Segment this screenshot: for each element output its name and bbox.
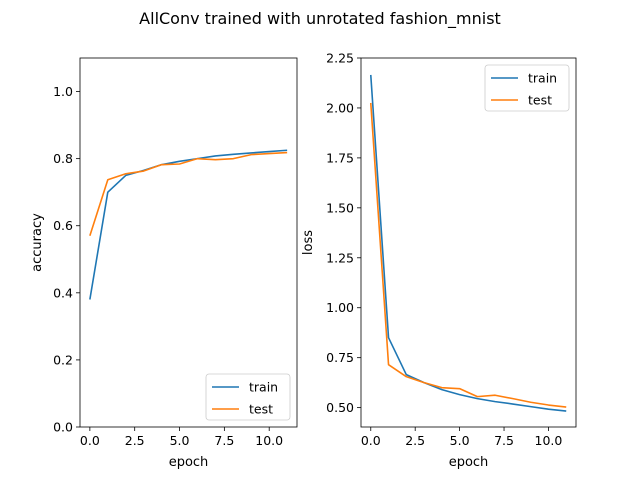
y-tick-label: 0.0 [53, 420, 73, 435]
axes-frame [360, 57, 577, 428]
y-tick-label: 1.0 [53, 84, 73, 99]
y-tick-label: 0.6 [53, 218, 73, 233]
x-tick-label: 0.0 [80, 433, 100, 448]
y-axis-label: accuracy [30, 213, 45, 272]
y-tick-label: 1.25 [326, 250, 354, 265]
series-line-test [89, 151, 288, 237]
x-tick-label: 7.5 [494, 433, 514, 448]
y-tick-label: 1.00 [326, 300, 354, 315]
x-tick-label: 10.0 [535, 433, 563, 448]
y-tick-label: 1.50 [326, 200, 354, 215]
legend-label-test: test [249, 402, 273, 417]
axes-frame [79, 57, 298, 428]
y-axis-label: loss [301, 230, 316, 255]
x-axis-label: epoch [169, 455, 209, 470]
x-tick-label: 2.5 [405, 433, 425, 448]
x-tick-label: 10.0 [255, 433, 283, 448]
x-tick-label: 7.5 [214, 433, 234, 448]
legend-label-train: train [528, 71, 557, 86]
x-tick-label: 0.0 [361, 433, 381, 448]
series-line-test [369, 102, 567, 408]
y-tick-label: 0.75 [326, 350, 354, 365]
y-tick-label: 0.2 [53, 352, 73, 367]
x-tick-label: 5.0 [450, 433, 470, 448]
legend-label-train: train [249, 380, 278, 395]
legend: train test [205, 373, 291, 421]
loss-subplot: 0.0 2.5 5.0 7.5 10.0 0.50 0.75 1.00 1.25 1.50 1.75… [301, 51, 577, 470]
x-tick-label: 2.5 [125, 433, 145, 448]
x-tick-label: 5.0 [170, 433, 190, 448]
y-tick-label: 0.8 [53, 151, 73, 166]
y-tick-label: 2.00 [326, 100, 354, 115]
series-line-train [89, 149, 288, 300]
legend-label-test: test [528, 93, 552, 108]
accuracy-subplot: 0.0 2.5 5.0 7.5 10.0 0.0 0.2 0.4 0.6 0.8 1.0 epoch a… [30, 57, 298, 470]
series-line-train [369, 74, 567, 412]
y-tick-label: 2.25 [326, 51, 354, 66]
y-tick-label: 0.4 [53, 285, 73, 300]
y-tick-label: 0.50 [326, 400, 354, 415]
figure-title: AllConv trained with unrotated fashion_m… [139, 9, 501, 29]
y-tick-label: 1.75 [326, 150, 354, 165]
x-axis-label: epoch [449, 455, 489, 470]
legend: train test [484, 64, 570, 112]
